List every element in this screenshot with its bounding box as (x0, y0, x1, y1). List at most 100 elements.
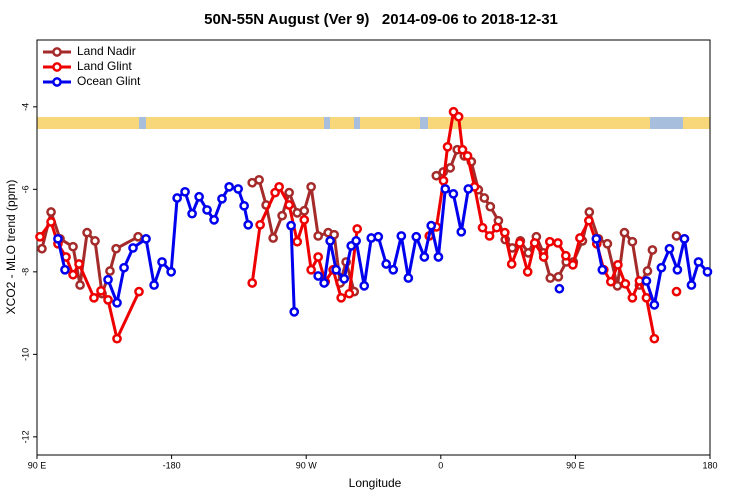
data-point (331, 264, 341, 275)
data-point (388, 264, 399, 275)
data-point (247, 278, 258, 288)
data-point (479, 193, 490, 203)
x-tick-label: 0 (438, 460, 443, 470)
data-point (292, 236, 303, 247)
legend-label: Ocean Glint (77, 74, 141, 88)
data-point (438, 175, 449, 186)
data-point (351, 236, 362, 246)
data-point (620, 278, 631, 289)
data-point (141, 233, 151, 244)
x-tick-label: 90 E (566, 460, 585, 470)
data-point (672, 264, 683, 275)
data-point (544, 236, 555, 247)
y-tick-label: -4 (20, 103, 30, 111)
series (53, 182, 713, 317)
surface-strip (37, 117, 710, 129)
data-point (584, 207, 595, 217)
data-point (286, 220, 296, 231)
data-point (243, 219, 254, 230)
data-point (431, 170, 442, 181)
data-point (529, 238, 540, 248)
data-point (157, 257, 167, 267)
data-point (403, 273, 414, 283)
x-tick-label: 180 (702, 460, 717, 470)
data-point (53, 233, 63, 244)
strip-land (146, 117, 324, 129)
data-point (313, 231, 324, 241)
series-line (56, 238, 67, 271)
data-point (74, 259, 84, 269)
data-point (411, 231, 422, 242)
data-point (605, 276, 616, 287)
y-tick-label: -12 (20, 430, 30, 443)
data-point (584, 215, 594, 226)
data-point (149, 280, 159, 290)
data-point (619, 227, 630, 238)
data-point (103, 274, 113, 285)
data-point (75, 280, 85, 290)
data-point (274, 182, 284, 192)
data-point (284, 200, 295, 210)
series-line (289, 225, 296, 312)
data-point (46, 207, 56, 217)
data-point (217, 193, 227, 204)
data-point (686, 280, 697, 290)
data-point (433, 252, 444, 262)
data-point (299, 205, 310, 216)
data-point (462, 151, 473, 161)
x-tick-label: -180 (163, 460, 181, 470)
data-point (419, 252, 430, 262)
data-point (560, 250, 571, 261)
data-point (119, 262, 129, 273)
data-point (373, 231, 384, 242)
data-point (82, 227, 92, 238)
data-point (442, 141, 453, 152)
data-point (112, 333, 122, 344)
legend-label: Land Glint (77, 59, 132, 73)
data-point (359, 281, 370, 291)
data-point (68, 241, 78, 252)
data-point (128, 243, 138, 253)
data-point (194, 191, 204, 202)
data-point (255, 219, 265, 230)
chart-title: 50N-55N August (Ver 9) 2014-09-06 to 201… (204, 11, 558, 28)
data-point (37, 243, 47, 254)
x-tick-label: 90 E (28, 460, 47, 470)
data-point (568, 259, 578, 270)
data-point (111, 243, 121, 254)
data-point (591, 233, 602, 244)
data-point (656, 262, 667, 273)
data-point (172, 193, 182, 203)
data-point (448, 189, 459, 199)
data-point (381, 259, 392, 269)
data-point (336, 292, 347, 303)
data-point (627, 236, 638, 247)
data-point (133, 231, 143, 242)
data-point (426, 220, 437, 231)
y-tick-label: -10 (20, 348, 30, 361)
data-point (702, 266, 713, 277)
data-point (484, 231, 495, 241)
y-axis-label: XCO2 - MLO trend (ppm) (4, 180, 18, 315)
data-point (642, 266, 653, 276)
legend-marker (52, 77, 62, 87)
data-point (268, 233, 278, 243)
strip-land (37, 117, 139, 129)
x-tick-label: 90 W (296, 460, 318, 470)
data-point (647, 245, 658, 255)
data-point (553, 271, 564, 282)
data-point (554, 283, 565, 294)
data-point (440, 184, 451, 194)
data-point (35, 231, 45, 242)
data-point (627, 292, 638, 303)
data-point (514, 238, 525, 248)
data-point (602, 238, 613, 249)
data-point (233, 184, 244, 194)
data-point (112, 297, 122, 308)
y-tick-label: -6 (20, 185, 30, 193)
data-point (506, 259, 517, 269)
data-point (313, 271, 324, 281)
legend-marker (52, 62, 62, 72)
